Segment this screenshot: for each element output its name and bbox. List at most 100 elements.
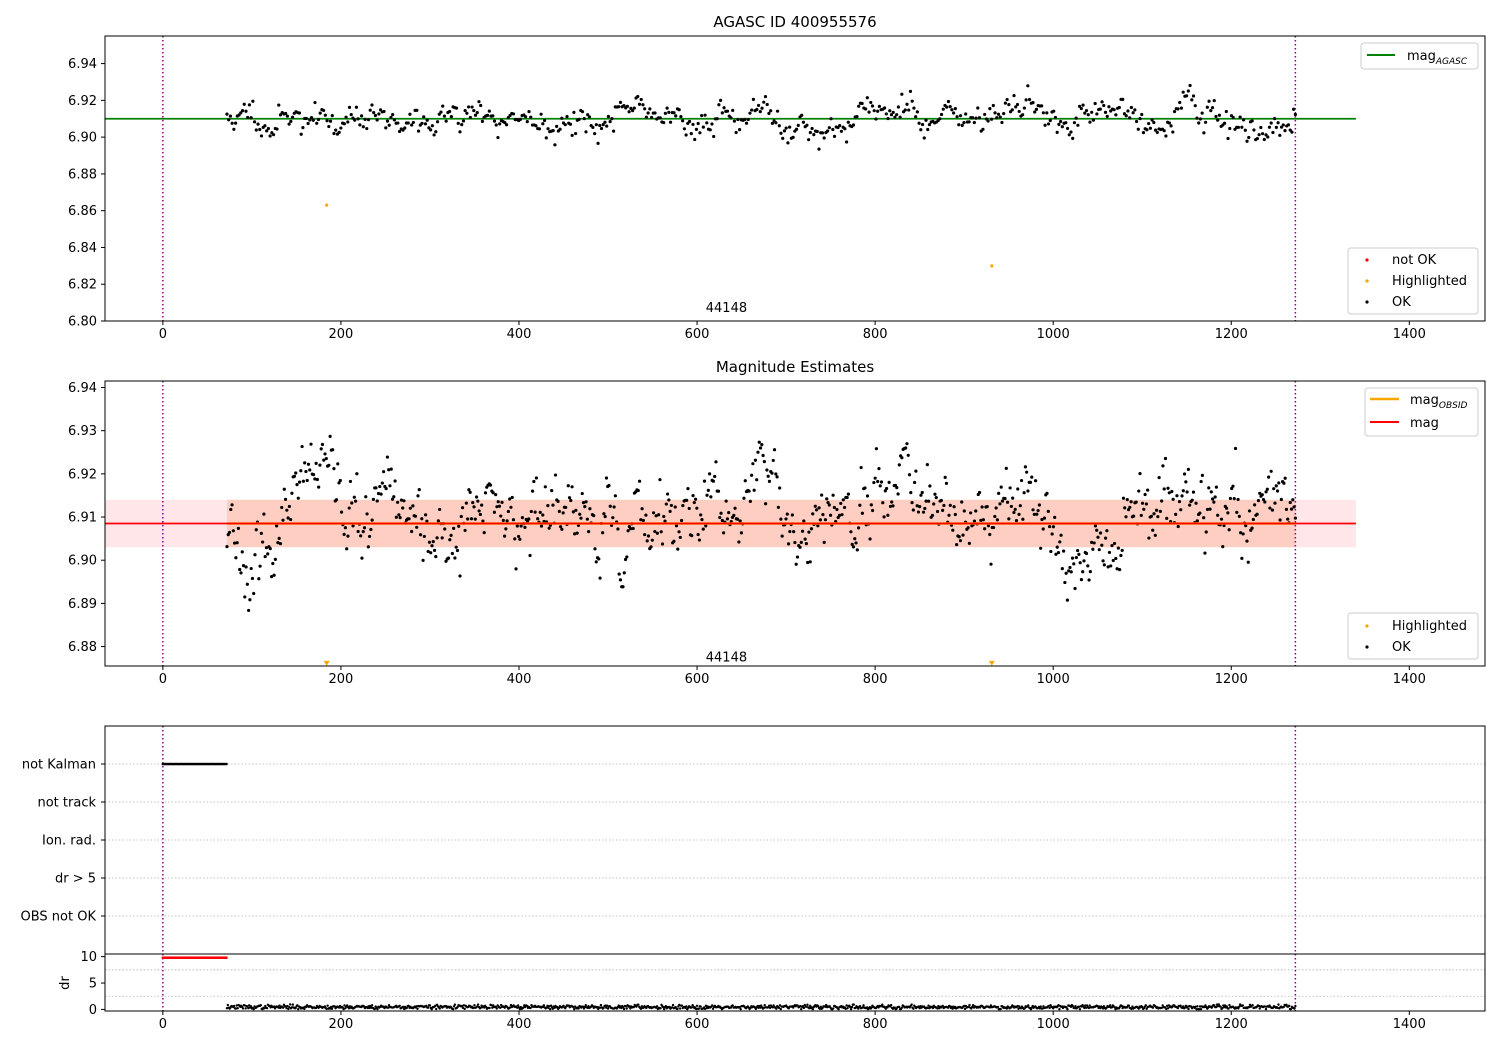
data-point <box>491 491 495 495</box>
data-point <box>382 470 386 474</box>
data-point <box>910 99 914 103</box>
data-point <box>617 572 621 576</box>
data-point <box>1224 109 1228 114</box>
legend-label-mag-agasc: magAGASC <box>1407 49 1468 67</box>
data-point <box>543 485 547 489</box>
data-point <box>653 529 657 534</box>
data-point <box>921 510 926 514</box>
dr-point <box>453 1003 457 1006</box>
data-point <box>1086 113 1090 117</box>
data-point <box>401 506 405 510</box>
dr-point <box>577 1007 580 1010</box>
dr-point <box>370 1006 373 1009</box>
data-point <box>1128 505 1132 509</box>
data-point <box>1260 493 1264 497</box>
data-point <box>477 509 481 513</box>
data-point <box>827 126 831 130</box>
dr-point <box>1130 1007 1133 1011</box>
data-point <box>702 479 707 483</box>
data-point <box>496 500 500 504</box>
data-point <box>331 448 335 452</box>
data-point <box>750 108 754 112</box>
data-point <box>908 89 913 93</box>
data-point <box>884 112 888 116</box>
data-point <box>1033 110 1037 114</box>
data-point <box>679 115 683 119</box>
dr-point <box>676 1007 679 1011</box>
x-tick-label: 600 <box>685 327 710 342</box>
legend-box <box>1347 612 1479 660</box>
data-point <box>888 109 892 113</box>
data-point <box>467 488 471 492</box>
data-point <box>986 524 991 528</box>
data-point <box>1087 578 1091 582</box>
dr-point <box>1282 1005 1285 1009</box>
data-point <box>536 517 540 521</box>
data-point <box>1172 110 1177 114</box>
data-point <box>454 106 459 110</box>
data-point <box>390 497 395 501</box>
dr-point <box>370 1004 374 1007</box>
data-point <box>254 528 258 532</box>
dr-point <box>473 1003 476 1007</box>
dr-point <box>811 1007 815 1011</box>
data-point <box>1098 107 1102 111</box>
legend-marker-highlighted <box>1365 279 1369 283</box>
data-point <box>1078 561 1082 565</box>
data-point <box>247 608 251 613</box>
data-point <box>1050 532 1054 536</box>
data-point <box>877 104 881 108</box>
dr-point <box>819 1005 823 1009</box>
data-point <box>918 504 922 509</box>
data-point <box>1059 119 1063 124</box>
data-point <box>1200 473 1205 477</box>
data-point <box>802 519 806 523</box>
data-point <box>366 545 370 549</box>
dr-point <box>624 1005 628 1008</box>
data-point <box>1202 516 1206 520</box>
data-point <box>641 103 645 107</box>
dr-point <box>962 1004 966 1008</box>
data-point <box>473 517 477 521</box>
data-point <box>518 117 522 121</box>
data-point <box>874 447 879 451</box>
data-point <box>993 514 997 519</box>
dr-point <box>884 1007 888 1010</box>
data-point <box>229 507 233 512</box>
data-point <box>1081 570 1085 574</box>
data-point <box>238 567 242 572</box>
data-point <box>725 517 730 521</box>
data-point <box>701 527 705 531</box>
dr-point <box>886 1006 889 1009</box>
data-point <box>1200 111 1204 115</box>
dr-point <box>818 1007 822 1011</box>
data-point <box>1121 97 1125 101</box>
data-point <box>560 116 564 120</box>
dr-point <box>662 1006 665 1009</box>
data-point <box>311 473 316 477</box>
data-point <box>244 109 248 113</box>
data-point <box>1039 546 1043 550</box>
data-point <box>356 117 360 121</box>
data-point <box>762 459 766 464</box>
data-point <box>523 115 528 119</box>
data-point <box>952 111 956 115</box>
data-point <box>547 526 551 530</box>
data-point <box>622 571 626 575</box>
dr-point <box>670 1006 674 1009</box>
data-point <box>674 524 679 528</box>
data-point <box>468 490 472 494</box>
data-point <box>427 540 432 544</box>
data-point <box>1102 103 1106 108</box>
data-point <box>964 112 968 116</box>
data-point <box>1166 486 1170 490</box>
dr-point <box>248 1004 251 1007</box>
data-point <box>1210 497 1215 501</box>
data-point <box>826 500 830 505</box>
data-point <box>953 512 957 517</box>
dr-point <box>678 1007 682 1010</box>
data-point <box>1043 123 1047 127</box>
data-point <box>857 104 861 108</box>
dr-point <box>1277 1003 1280 1006</box>
